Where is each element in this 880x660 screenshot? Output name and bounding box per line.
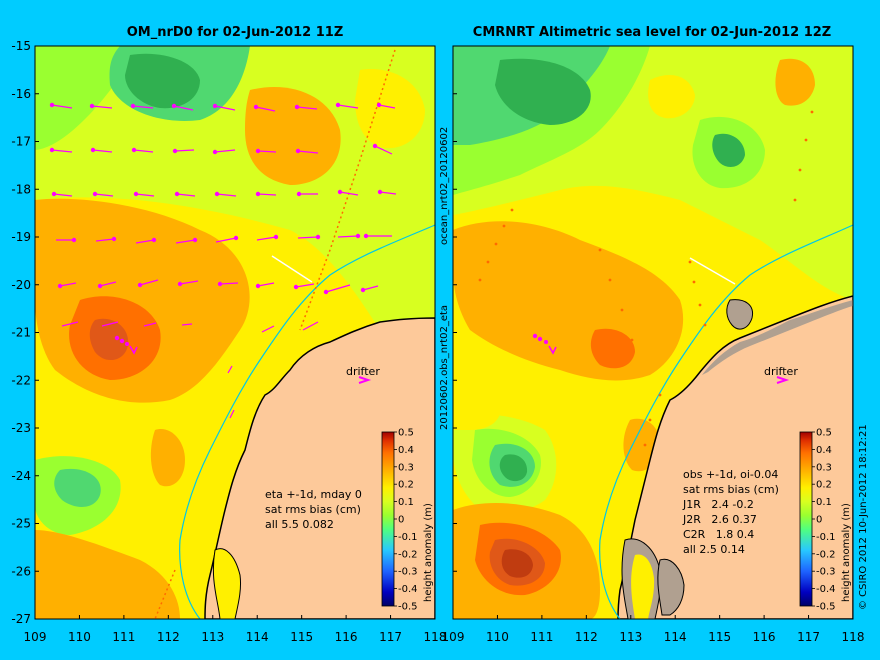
right-colorbar-label: height anomaly (m) (841, 503, 852, 602)
colorbar-tick-label: -0.5 (398, 602, 418, 613)
colorbar-tick-label: -0.4 (816, 584, 836, 595)
y-tick-label: -22 (11, 373, 31, 387)
x-axis-ticks-right: 109 110 111 112 113 114 115 116 117 118 (442, 615, 865, 644)
x-tick-label: 109 (24, 630, 47, 644)
left-stats-line-2: sat rms bias (cm) (265, 503, 361, 516)
left-colorbar-label: height anomaly (m) (423, 503, 434, 602)
left-stats-line-1: eta +-1d, mday 0 (265, 488, 362, 501)
drifter-track-right (532, 333, 557, 355)
drifter-track-left (114, 335, 138, 355)
colorbar-tick-label: 0.5 (816, 428, 832, 439)
colorbar-tick-label: -0.3 (398, 567, 418, 578)
x-tick-label: 117 (797, 630, 820, 644)
x-tick-label: 118 (424, 630, 447, 644)
colorbar-tick-label: -0.4 (398, 584, 418, 595)
colorbar-tick-label: -0.2 (398, 549, 418, 560)
y-tick-label: -17 (11, 135, 31, 149)
right-colorbar-ticks: 0.5 0.4 0.3 0.2 0.1 0 -0.1 -0.2 -0.3 -0.4 -0.5 (812, 428, 836, 613)
colorbar-tick-label: 0.2 (816, 480, 832, 491)
left-stats-line-3: all 5.5 0.082 (265, 518, 334, 531)
right-map: drifter obs +-1d, oi-0.04 sat rms bias (… (453, 46, 853, 619)
y-tick-label: -19 (11, 230, 31, 244)
y-tick-label: -15 (11, 39, 31, 53)
colorbar-tick-label: -0.2 (816, 549, 836, 560)
left-map: drifter eta +-1d, mday 0 sat rms bias (c… (35, 46, 435, 619)
colorbar-tick-label: -0.1 (398, 532, 418, 543)
colorbar-tick-label: 0 (816, 515, 822, 526)
colorbar-tick-label: 0.1 (816, 497, 832, 508)
y-tick-label: -21 (11, 326, 31, 340)
colorbar-tick-label: 0 (398, 515, 404, 526)
right-stats-line-2: sat rms bias (cm) (683, 483, 779, 496)
colorbar-tick-label: 0.2 (398, 480, 414, 491)
y-tick-label: -20 (11, 278, 31, 292)
left-panel-title: OM_nrD0 for 02-Jun-2012 11Z (127, 25, 344, 40)
x-axis-ticks-left: 109 110 111 112 113 114 115 116 117 118 (24, 615, 447, 644)
colorbar-tick-label: 0.1 (398, 497, 414, 508)
x-tick-label: 111 (530, 630, 553, 644)
x-tick-label: 113 (201, 630, 224, 644)
x-tick-label: 118 (842, 630, 865, 644)
right-panel-title: CMRNRT Altimetric sea level for 02-Jun-2… (473, 25, 831, 40)
x-tick-label: 113 (619, 630, 642, 644)
y-tick-label: -25 (11, 517, 31, 531)
mid-vertical-label-top: ocean_nrt02_20120602 (439, 127, 450, 245)
drifter-arrow-left (358, 376, 372, 384)
y-tick-label: -16 (11, 87, 31, 101)
y-tick-label: -27 (11, 612, 31, 626)
copyright-label: © CSIRO 2012 10-Jun-2012 18:12:21 (858, 424, 869, 610)
colorbar-tick-label: 0.3 (398, 462, 414, 473)
colorbar-tick-label: -0.5 (816, 602, 836, 613)
right-stats-line-3: J1R 2.4 -0.2 (682, 498, 754, 511)
y-axis-ticks: -15 -16 -17 -18 -19 -20 -21 -22 -23 -24 -25 -26 -27 (11, 39, 457, 626)
colorbar-tick-label: 0.5 (398, 428, 414, 439)
colorbar-tick-label: 0.4 (816, 445, 832, 456)
x-tick-label: 112 (157, 630, 180, 644)
drifter-arrow-right (776, 376, 790, 384)
x-tick-label: 116 (753, 630, 776, 644)
x-tick-label: 115 (708, 630, 731, 644)
x-tick-label: 110 (68, 630, 91, 644)
x-tick-label: 114 (246, 630, 269, 644)
x-tick-label: 111 (112, 630, 135, 644)
x-tick-label: 114 (664, 630, 687, 644)
mid-vertical-label: 20120602.obs_nrt02_eta (439, 305, 450, 430)
y-tick-label: -24 (11, 469, 31, 483)
y-tick-label: -23 (11, 421, 31, 435)
y-tick-label: -18 (11, 182, 31, 196)
left-colorbar: 0.5 0.4 0.3 0.2 0.1 0 -0.1 -0.2 -0.3 -0.4 -0.5 hei… (381, 428, 434, 613)
x-tick-label: 109 (442, 630, 465, 644)
right-colorbar: 0.5 0.4 0.3 0.2 0.1 0 -0.1 -0.2 -0.3 -0.4 -0.5 hei… (799, 428, 852, 613)
x-tick-label: 112 (575, 630, 598, 644)
right-stats-line-6: all 2.5 0.14 (683, 543, 745, 556)
colorbar-tick-label: -0.1 (816, 532, 836, 543)
colorbar-tick-label: 0.3 (816, 462, 832, 473)
colorbar-tick-label: 0.4 (398, 445, 414, 456)
right-stats-line-1: obs +-1d, oi-0.04 (683, 468, 778, 481)
y-tick-label: -26 (11, 564, 31, 578)
colorbar-tick-label: -0.3 (816, 567, 836, 578)
right-stats-line-4: J2R 2.6 0.37 (682, 513, 757, 526)
x-tick-label: 110 (486, 630, 509, 644)
left-colorbar-ticks: 0.5 0.4 0.3 0.2 0.1 0 -0.1 -0.2 -0.3 -0.4 -0.5 (394, 428, 418, 613)
x-tick-label: 117 (379, 630, 402, 644)
x-tick-label: 115 (290, 630, 313, 644)
drifter-label-right: drifter (764, 365, 798, 378)
x-tick-label: 116 (335, 630, 358, 644)
right-stats-line-5: C2R 1.8 0.4 (683, 528, 754, 541)
drifter-label-left: drifter (346, 365, 380, 378)
